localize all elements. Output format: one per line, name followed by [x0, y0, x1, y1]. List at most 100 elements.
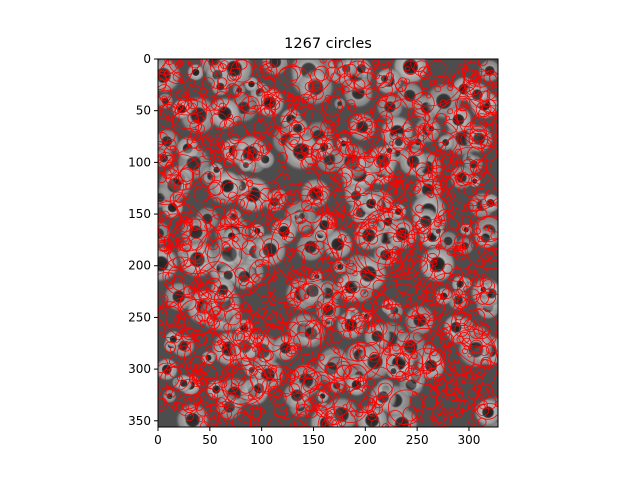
detected-circle: [434, 269, 446, 281]
detected-circle: [329, 330, 343, 344]
detected-circle: [423, 114, 431, 122]
detected-circle: [477, 386, 490, 400]
detected-circle: [321, 95, 343, 117]
detected-circle: [304, 405, 318, 419]
detected-circle: [193, 373, 202, 382]
detected-circle: [158, 272, 185, 309]
detected-circle: [198, 289, 210, 300]
detected-circle: [194, 314, 204, 324]
x-tick-label: 200: [354, 433, 377, 447]
detected-circle: [463, 120, 487, 145]
detected-circle: [367, 313, 380, 325]
detected-circle: [409, 247, 426, 264]
detected-circle: [449, 192, 456, 199]
detected-circle: [454, 254, 471, 270]
detected-circle: [359, 269, 367, 277]
detected-circle: [238, 185, 245, 191]
detected-circle: [411, 223, 431, 243]
detected-circle: [383, 348, 391, 356]
detected-circle: [425, 273, 469, 316]
detected-circle: [222, 347, 236, 361]
detected-circle: [404, 78, 410, 85]
detected-circle: [453, 408, 463, 418]
detected-circle: [377, 251, 404, 278]
detected-circle: [158, 84, 172, 100]
detected-circle: [324, 334, 334, 344]
detected-circle: [467, 352, 473, 358]
detected-circle: [421, 106, 429, 114]
detected-circle: [197, 282, 220, 305]
y-axis: 0 50 100 150 200 250 300 350: [128, 52, 158, 428]
detected-circle: [270, 299, 277, 306]
detected-circle: [336, 244, 352, 260]
detected-circle: [300, 371, 340, 411]
detected-circle: [415, 276, 440, 302]
y-tick-label: 150: [128, 207, 151, 221]
detected-circle: [324, 410, 333, 419]
detected-circle: [220, 198, 226, 204]
detected-circle: [165, 161, 173, 169]
detected-circle: [215, 138, 225, 148]
detected-circle: [411, 362, 425, 376]
detected-circle: [366, 232, 379, 245]
detected-circle: [384, 257, 401, 273]
detected-circle: [439, 175, 454, 191]
x-tick-label: 250: [406, 433, 429, 447]
detected-circle: [194, 169, 200, 175]
detected-circle: [472, 165, 487, 179]
detected-circle: [212, 156, 226, 170]
detected-circle: [467, 388, 480, 401]
x-tick-label: 50: [202, 433, 217, 447]
detected-circle: [477, 235, 484, 243]
detected-circle: [344, 234, 353, 244]
detected-circle: [318, 190, 328, 200]
detected-circle: [158, 69, 171, 81]
detected-circle: [469, 205, 498, 250]
detected-circle: [303, 293, 309, 299]
detected-circle: [415, 291, 446, 321]
detected-circle: [411, 91, 435, 115]
detected-circle: [428, 144, 438, 153]
detected-circle: [413, 185, 420, 192]
detected-circle: [387, 248, 399, 260]
detected-circle: [158, 171, 167, 184]
detected-circle: [466, 199, 479, 212]
detected-circle: [189, 79, 196, 86]
detected-circle: [407, 228, 425, 247]
detected-circle: [395, 80, 407, 92]
detected-circle: [411, 353, 418, 360]
detected-circle: [206, 314, 219, 327]
detected-circle: [250, 407, 263, 420]
detected-circle: [387, 389, 424, 426]
detected-circle: [197, 389, 207, 399]
detected-circle: [412, 332, 423, 342]
detected-circle: [330, 377, 347, 395]
detected-circle: [363, 341, 381, 359]
detected-circle: [456, 241, 466, 251]
detected-circle: [196, 366, 202, 372]
detected-circle: [343, 330, 352, 339]
detected-circle: [230, 59, 254, 83]
detected-circle: [221, 181, 239, 199]
detected-circle: [426, 152, 444, 169]
detected-circle: [441, 188, 450, 197]
detected-circle: [428, 376, 440, 388]
detected-circle: [343, 295, 360, 312]
detected-circle: [213, 340, 226, 353]
image-texture-blob: [208, 162, 225, 178]
detected-circle: [333, 305, 348, 320]
detected-circle: [441, 327, 448, 334]
detected-circle: [447, 108, 454, 115]
detected-circle: [392, 232, 403, 243]
detected-circle: [372, 279, 386, 293]
detected-circle: [371, 289, 380, 297]
image-texture-blob: [397, 371, 425, 399]
detected-circle: [182, 363, 188, 369]
detected-circle: [270, 182, 280, 191]
detected-circle: [194, 114, 205, 125]
detected-circle: [290, 107, 306, 123]
detected-circle: [435, 112, 447, 125]
detected-circle: [181, 327, 197, 344]
detected-circle: [257, 140, 265, 148]
detected-circle: [205, 300, 222, 317]
